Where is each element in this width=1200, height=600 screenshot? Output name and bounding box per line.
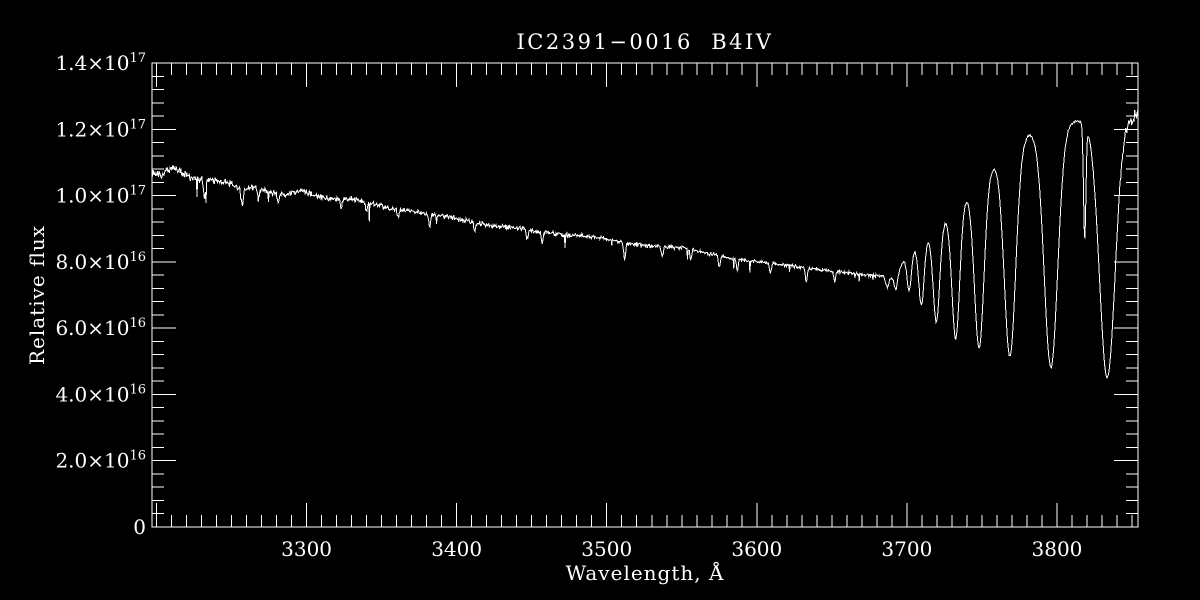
x-tick-label: 3800 [1032, 537, 1083, 561]
x-tick-label: 3600 [731, 537, 782, 561]
y-tick-label: 1.2×1017 [55, 117, 146, 141]
y-tick-label: 4.0×1016 [55, 382, 146, 406]
y-tick-label: 1.4×1017 [55, 51, 146, 75]
x-tick-label: 3300 [281, 537, 332, 561]
x-tick-label: 3700 [881, 537, 932, 561]
x-tick-label: 3500 [581, 537, 632, 561]
y-tick-label: 0 [133, 515, 146, 539]
axes [151, 62, 1139, 528]
plot-box [151, 62, 1139, 528]
x-tick-label: 3400 [431, 537, 482, 561]
tick-labels: 3300 3400 3500 3600 3700 3800 0 2.0×1016 4.0×101… [55, 51, 1082, 561]
y-tick-label: 2.0×1016 [55, 449, 146, 473]
spectrum-line [152, 110, 1138, 380]
y-tick-label: 8.0×1016 [55, 250, 146, 274]
x-axis-label: Wavelength, Å [566, 560, 725, 585]
y-tick-label: 6.0×1016 [55, 316, 146, 340]
y-tick-label: 1.0×1017 [55, 184, 146, 208]
y-axis-label: Relative flux [25, 225, 49, 365]
spectrum-trace [152, 110, 1138, 380]
chart-title: IC2391−0016 B4IV [517, 30, 774, 54]
